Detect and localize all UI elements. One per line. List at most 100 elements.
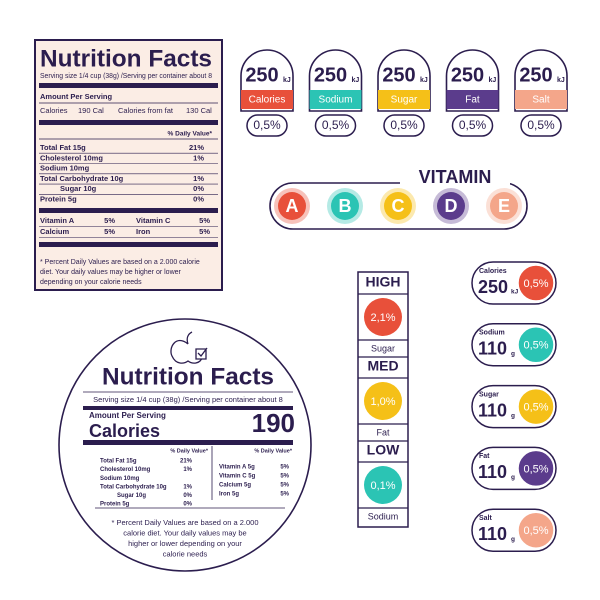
label: 5% (280, 483, 289, 489)
label: Calories (89, 421, 160, 441)
grade-circle (490, 192, 518, 220)
badge-amount: 250 (245, 64, 278, 86)
pill-circle (517, 449, 555, 488)
grade-letter: D (445, 196, 458, 216)
label: Sodium 10mg (100, 476, 140, 482)
pill-name: Sugar (479, 391, 499, 398)
label: Total Fat 15g (100, 459, 137, 465)
badge-band (515, 90, 567, 109)
label: % Daily Value* (254, 448, 292, 454)
label: calorie needs (163, 549, 208, 558)
badge-pill (451, 114, 494, 137)
label: 5% (104, 227, 115, 236)
level-nutrient: Fat (376, 427, 390, 437)
badge-name: Salt (532, 95, 549, 106)
label: 0% (183, 493, 192, 499)
apple-icon (170, 331, 204, 364)
label-title: Nutrition Facts (40, 45, 212, 72)
badge-amount: 250 (519, 64, 552, 86)
pill-circle (517, 326, 555, 364)
label: 1% (183, 484, 192, 490)
label: Calcium 5g (219, 483, 251, 489)
label: depending on your calorie needs (40, 279, 142, 286)
label: 0% (193, 184, 204, 193)
label: Vitamin A 5g (219, 465, 255, 471)
label: Total Carbohydrate 10g (100, 484, 167, 490)
divider-bar (39, 83, 218, 88)
grade-circle (384, 192, 412, 220)
pill-amount: 110 (478, 462, 507, 482)
label: diet. Your daily values may be higher or… (40, 269, 182, 276)
level-circle (364, 382, 402, 420)
badge-percent: 0,5% (322, 118, 350, 132)
grade-circle (331, 192, 359, 220)
label: 0% (193, 194, 204, 203)
label: Amount Per Serving (89, 411, 166, 420)
badge-amount: 250 (382, 64, 415, 86)
label: % Daily Value* (168, 131, 213, 138)
label: Protein 5g (100, 502, 130, 508)
label: Serving size 1/4 cup (38g) /Serving per … (40, 73, 212, 80)
label: Calories from fat (118, 106, 174, 115)
label: 1% (193, 174, 204, 183)
badge-percent: 0,5% (527, 118, 555, 132)
label: 21% (180, 459, 193, 465)
level-circle (364, 466, 402, 504)
label: % Daily Value* (170, 448, 208, 454)
badge-unit: kJ (283, 77, 291, 84)
level-nutrient: Sodium (368, 511, 399, 521)
level-circle (364, 298, 402, 336)
label: 5% (199, 216, 210, 225)
badge-band (309, 90, 362, 109)
badge-band (446, 90, 499, 109)
pill-percent: 0,5% (523, 340, 548, 352)
badge-unit: kJ (420, 77, 428, 84)
badge-amount: 250 (314, 64, 347, 86)
calories-value: 190 (252, 408, 295, 438)
badge-name: Calories (249, 95, 286, 106)
pill-amount: 250 (478, 277, 508, 297)
label: 5% (280, 465, 289, 471)
grade-circle (278, 192, 306, 220)
label: 5% (104, 216, 115, 225)
badge-band (378, 90, 430, 109)
level-percent: 2,1% (370, 312, 395, 324)
grade-circle (437, 192, 465, 220)
label: higher or lower depending on your (128, 539, 242, 548)
label: 5% (199, 227, 210, 236)
badge-percent: 0,5% (253, 118, 281, 132)
pill-name: Sodium (479, 330, 505, 337)
label: Sodium 10mg (40, 164, 90, 173)
badge-unit: kJ (352, 77, 360, 84)
divider-bar (39, 120, 218, 125)
level-name: HIGH (366, 274, 401, 290)
label: Sugar 10g (60, 184, 97, 193)
label: calorie diet. Your daily values may be (123, 528, 246, 537)
pill-name: Fat (479, 453, 490, 460)
pill-percent: 0,5% (523, 278, 548, 290)
label: 5% (280, 474, 289, 480)
pill-percent: 0,5% (523, 402, 548, 414)
pill-name: Salt (479, 515, 493, 522)
pill-percent: 0,5% (523, 525, 548, 537)
label: Iron (136, 227, 151, 236)
pill-circle (517, 511, 555, 549)
grade-letter: C (392, 196, 405, 216)
label: 21% (189, 143, 204, 152)
pill-name: Calories (479, 268, 507, 275)
pill-unit: kJ (511, 289, 519, 296)
badge-amount: 250 (451, 64, 484, 86)
badge-name: Sodium (319, 95, 353, 106)
label: 1% (183, 467, 192, 473)
label: Vitamin C (136, 216, 171, 225)
badge-unit: kJ (557, 77, 565, 84)
label: Calcium (40, 227, 70, 236)
label-panel (34, 39, 223, 291)
level-name: LOW (367, 442, 400, 458)
badge-band (241, 90, 293, 109)
pill-amount: 110 (478, 339, 507, 359)
level-nutrient: Sugar (371, 343, 395, 353)
pill-unit: g (511, 351, 515, 358)
